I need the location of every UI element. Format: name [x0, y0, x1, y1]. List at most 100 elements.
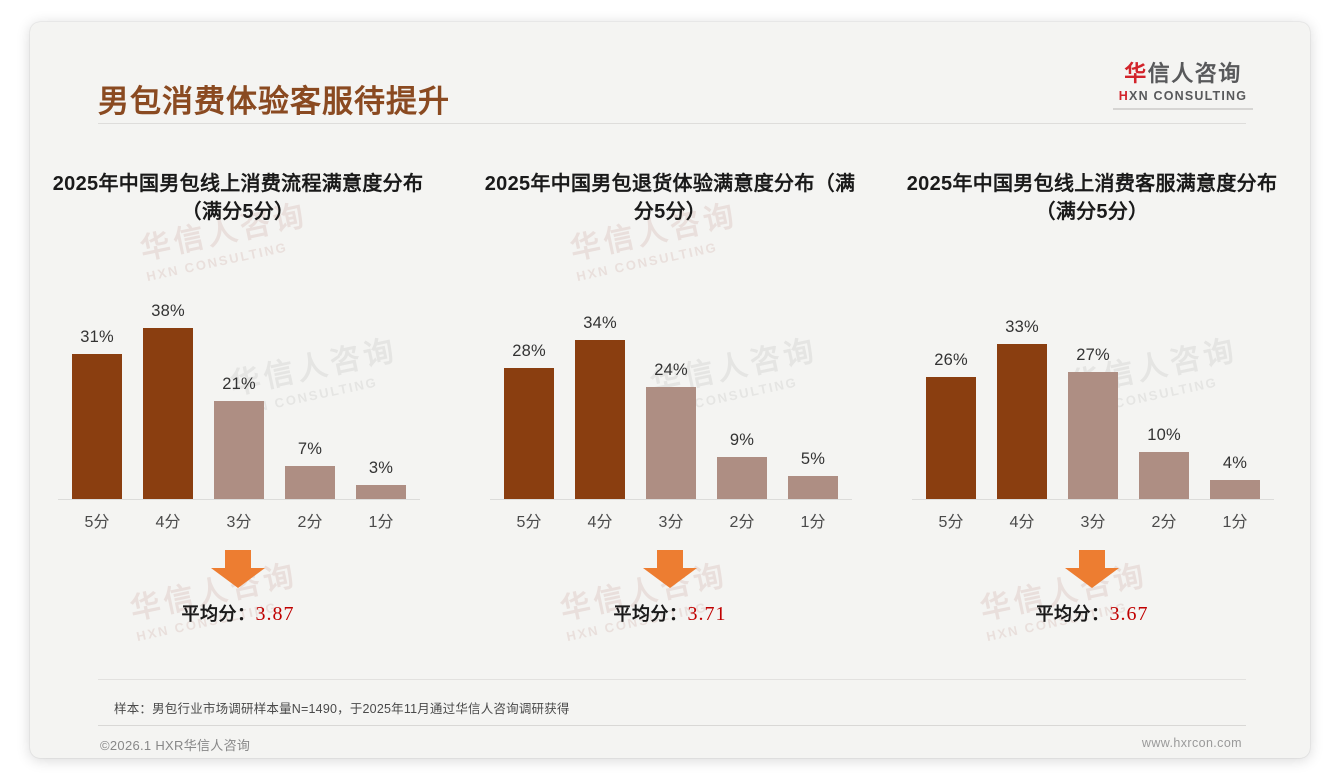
header-divider	[98, 123, 1246, 124]
bar-value-label: 28%	[512, 342, 546, 360]
bar-value-label: 24%	[654, 361, 688, 379]
chart-title: 2025年中国男包线上消费客服满意度分布（满分5分）	[906, 173, 1278, 224]
logo-underline	[1113, 107, 1253, 110]
bar-series: 28% 34% 24% 9%	[490, 302, 852, 499]
x-tick-label: 1分	[800, 514, 826, 531]
x-axis-line	[490, 499, 852, 500]
bar-series: 31% 38% 21% 7%	[58, 302, 420, 499]
x-axis-categories: 5分 4分 3分 2分 1分	[912, 502, 1274, 531]
x-tick-label: 2分	[1151, 514, 1177, 531]
bar-item[interactable]: 31%	[64, 302, 130, 499]
down-arrow-icon	[1065, 550, 1119, 588]
bar-value-label: 10%	[1147, 426, 1181, 444]
bar-chart-plot: 26% 33% 27% 10%	[912, 272, 1274, 531]
bar-chart-plot: 31% 38% 21% 7%	[58, 272, 420, 531]
down-arrow-icon	[211, 550, 265, 588]
bar-item[interactable]: 33%	[989, 302, 1055, 499]
bar-item[interactable]: 10%	[1131, 302, 1197, 499]
x-tick-label: 5分	[938, 514, 964, 531]
average-score-value: 3.87	[255, 603, 295, 625]
bar[interactable]	[1068, 372, 1118, 499]
charts-row: 2025年中国男包线上消费流程满意度分布（满分5分） 31% 38% 21%	[30, 152, 1310, 662]
x-tick-label: 1分	[368, 514, 394, 531]
source-divider	[98, 679, 1246, 680]
slide-canvas: 男包消费体验客服待提升 华信人咨询 HXN CONSULTING 华信人咨询 H…	[30, 22, 1310, 758]
x-tick-label: 3分	[1080, 514, 1106, 531]
bar-item[interactable]: 7%	[277, 302, 343, 499]
bar-value-label: 26%	[934, 351, 968, 369]
chart-title: 2025年中国男包退货体验满意度分布（满分5分）	[484, 173, 856, 224]
bar-item[interactable]: 3%	[348, 302, 414, 499]
x-tick-label: 1分	[1222, 514, 1248, 531]
logo-accent-char: 华	[1124, 61, 1148, 86]
bar[interactable]	[504, 368, 554, 499]
average-score: 平均分：3.71	[470, 600, 870, 626]
company-logo: 华信人咨询 HXN CONSULTING	[1108, 61, 1258, 110]
bar-item[interactable]: 27%	[1060, 302, 1126, 499]
bar-value-label: 27%	[1076, 346, 1110, 364]
footer-divider	[98, 725, 1246, 726]
bar[interactable]	[1210, 480, 1260, 499]
bar[interactable]	[356, 485, 406, 499]
average-score: 平均分：3.67	[892, 600, 1292, 626]
bar-value-label: 34%	[583, 314, 617, 332]
x-axis-line	[58, 499, 420, 500]
bar-item[interactable]: 21%	[206, 302, 272, 499]
slide-header: 男包消费体验客服待提升 华信人咨询 HXN CONSULTING	[30, 22, 1310, 124]
bar-item[interactable]: 34%	[567, 302, 633, 499]
bar-item[interactable]: 26%	[918, 302, 984, 499]
bar-value-label: 21%	[222, 375, 256, 393]
bar-value-label: 33%	[1005, 318, 1039, 336]
x-tick-label: 4分	[587, 514, 613, 531]
x-tick-label: 3分	[658, 514, 684, 531]
x-tick-label: 5分	[516, 514, 542, 531]
x-axis-categories: 5分 4分 3分 2分 1分	[58, 502, 420, 531]
bar-value-label: 4%	[1222, 454, 1248, 472]
x-tick-label: 4分	[1009, 514, 1035, 531]
bar-item[interactable]: 9%	[709, 302, 775, 499]
bar[interactable]	[646, 387, 696, 499]
bar[interactable]	[997, 344, 1047, 499]
bar-value-label: 5%	[800, 450, 826, 468]
bar-value-label: 3%	[368, 459, 394, 477]
average-score-label: 平均分：	[181, 604, 256, 624]
x-tick-label: 2分	[297, 514, 323, 531]
average-score-label: 平均分：	[613, 604, 688, 624]
bar-value-label: 31%	[80, 328, 114, 346]
bar-item[interactable]: 4%	[1202, 302, 1268, 499]
logo-chinese-rest: 信人咨询	[1147, 61, 1242, 86]
x-axis-line	[912, 499, 1274, 500]
chart-panel: 2025年中国男包线上消费客服满意度分布（满分5分） 26% 33% 27%	[892, 152, 1292, 662]
bar[interactable]	[575, 340, 625, 499]
bar-value-label: 9%	[729, 431, 755, 449]
average-score-value: 3.71	[687, 603, 727, 625]
logo-en-rest: XN CONSULTING	[1129, 88, 1248, 103]
chart-panel: 2025年中国男包退货体验满意度分布（满分5分） 28% 34% 24%	[470, 152, 870, 662]
x-axis-categories: 5分 4分 3分 2分 1分	[490, 502, 852, 531]
bar[interactable]	[72, 354, 122, 499]
logo-chinese-text: 华信人咨询	[1108, 61, 1258, 87]
bar-item[interactable]: 28%	[496, 302, 562, 499]
bar-value-label: 38%	[151, 302, 185, 320]
bar[interactable]	[788, 476, 838, 499]
logo-en-accent: H	[1118, 88, 1130, 103]
bar-item[interactable]: 5%	[780, 302, 846, 499]
footer-website[interactable]: www.hxrcon.com	[1141, 736, 1242, 750]
bar[interactable]	[285, 466, 335, 499]
bar[interactable]	[143, 328, 193, 499]
source-note: 样本：男包行业市场调研样本量N=1490，于2025年11月通过华信人咨询调研获…	[114, 702, 570, 716]
bar-item[interactable]: 38%	[135, 302, 201, 499]
bar[interactable]	[1139, 452, 1189, 499]
bar-chart-plot: 28% 34% 24% 9%	[490, 272, 852, 531]
bar-item[interactable]: 24%	[638, 302, 704, 499]
bar[interactable]	[214, 401, 264, 499]
chart-panel: 2025年中国男包线上消费流程满意度分布（满分5分） 31% 38% 21%	[38, 152, 438, 662]
x-tick-label: 4分	[155, 514, 181, 531]
average-score: 平均分：3.87	[38, 600, 438, 626]
x-tick-label: 5分	[84, 514, 110, 531]
x-tick-label: 3分	[226, 514, 252, 531]
down-arrow-icon	[643, 550, 697, 588]
bar[interactable]	[926, 377, 976, 499]
bar-value-label: 7%	[297, 440, 323, 458]
bar[interactable]	[717, 457, 767, 499]
